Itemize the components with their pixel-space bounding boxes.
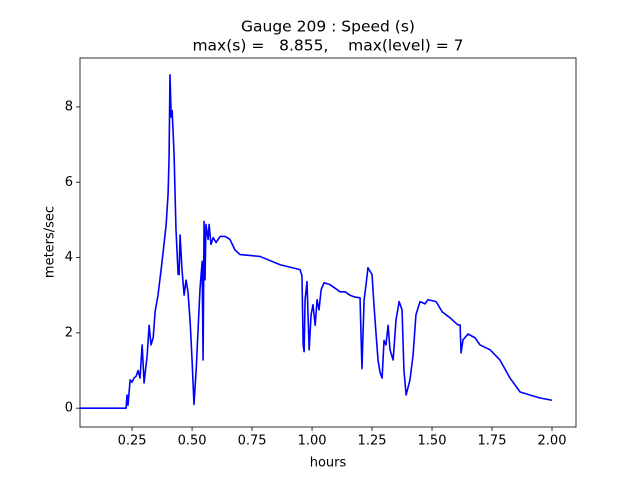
x-tick-label: 1.50 [418,434,447,449]
y-tick-label: 2 [65,325,73,340]
y-tick-label: 6 [65,175,73,190]
chart-title: Gauge 209 : Speed (s) [241,18,415,36]
x-axis-label: hours [310,456,347,471]
y-tick-label: 4 [65,250,73,265]
x-tick-label: 2.00 [538,434,567,449]
x-tick-label: 1.75 [478,434,507,449]
y-tick-label: 0 [65,401,73,416]
y-axis-label: meters/sec [43,206,58,278]
x-tick-label: 1.25 [358,434,387,449]
y-tick-label: 8 [65,99,73,114]
x-tick-label: 0.50 [178,434,207,449]
chart-subtitle: max(s) = 8.855, max(level) = 7 [192,37,463,55]
x-tick-label: 1.00 [298,434,327,449]
x-tick-label: 0.25 [118,434,147,449]
x-tick-label: 0.75 [238,434,267,449]
data-line [80,73,553,409]
plot-frame [79,57,577,428]
